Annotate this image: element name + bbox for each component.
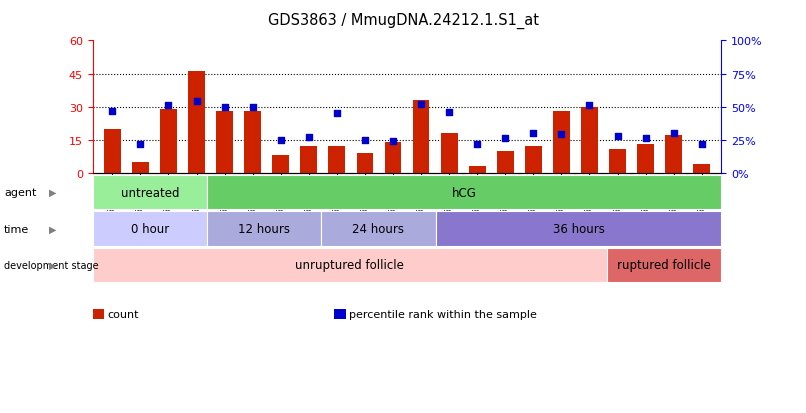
Bar (188, 72, 205, 173)
Point (696, 141, 708, 148)
Point (499, 136, 512, 142)
Text: count: count (107, 310, 139, 320)
Text: percentile rank within the sample: percentile rank within the sample (349, 310, 537, 320)
Bar (693, 165, 710, 173)
Point (387, 138, 400, 145)
Point (527, 131, 540, 137)
Point (442, 109, 455, 116)
Point (471, 141, 484, 148)
Bar (216, 112, 233, 173)
Bar (244, 112, 261, 173)
Text: hCG: hCG (451, 186, 476, 199)
Bar (301, 147, 318, 173)
Bar (553, 112, 570, 173)
Point (134, 141, 147, 148)
Bar (581, 107, 598, 173)
Text: agent: agent (4, 188, 36, 198)
Text: 0 hour: 0 hour (131, 223, 169, 235)
Text: development stage: development stage (4, 260, 98, 271)
Bar (665, 136, 682, 173)
Bar (272, 156, 289, 173)
Text: untreated: untreated (121, 186, 179, 199)
Bar (384, 142, 401, 173)
Point (555, 132, 568, 138)
Bar (441, 134, 458, 173)
Point (106, 108, 118, 115)
Point (274, 137, 287, 144)
Bar (160, 109, 177, 173)
Text: 24 hours: 24 hours (352, 223, 405, 235)
Bar (609, 149, 626, 173)
Point (414, 102, 427, 108)
Point (359, 137, 372, 144)
Point (246, 104, 259, 111)
Point (218, 104, 231, 111)
Point (190, 99, 203, 105)
Text: time: time (4, 224, 29, 234)
Text: GDS3863 / MmugDNA.24212.1.S1_at: GDS3863 / MmugDNA.24212.1.S1_at (268, 12, 538, 28)
Text: unruptured follicle: unruptured follicle (296, 259, 405, 272)
Text: 36 hours: 36 hours (553, 223, 604, 235)
Bar (356, 154, 373, 173)
Bar (638, 145, 654, 173)
Point (639, 136, 652, 142)
Point (162, 103, 175, 109)
Text: ruptured follicle: ruptured follicle (617, 259, 711, 272)
Point (330, 111, 343, 117)
Bar (132, 162, 149, 173)
Bar (329, 147, 345, 173)
Point (302, 135, 315, 141)
Text: ▶: ▶ (48, 188, 56, 198)
Point (611, 133, 624, 140)
Point (667, 131, 680, 137)
Bar (413, 101, 430, 173)
Point (583, 103, 596, 109)
Bar (469, 167, 485, 173)
Bar (104, 129, 121, 173)
Bar (496, 152, 513, 173)
Text: ▶: ▶ (48, 224, 56, 234)
Bar (525, 147, 542, 173)
Text: ▶: ▶ (48, 260, 56, 271)
Text: 12 hours: 12 hours (238, 223, 290, 235)
